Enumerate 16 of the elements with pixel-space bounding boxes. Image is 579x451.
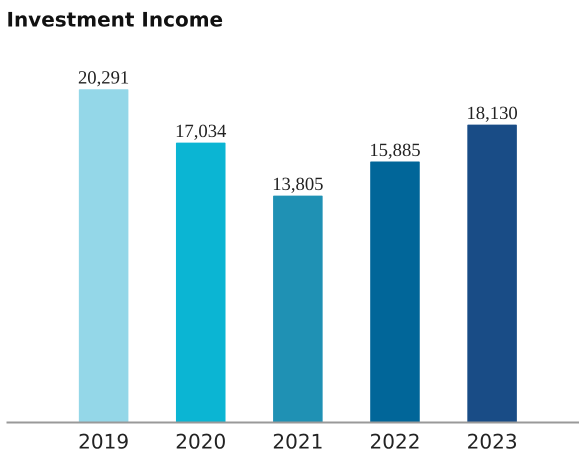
x-tick-label: 2023 xyxy=(466,430,518,451)
data-label: 15,885 xyxy=(369,140,421,161)
bar xyxy=(273,196,323,422)
data-label: 18,130 xyxy=(466,103,518,124)
bar xyxy=(176,142,226,422)
data-label: 17,034 xyxy=(175,121,228,142)
x-tick-label: 2021 xyxy=(272,430,324,451)
bar xyxy=(467,124,517,422)
data-label: 20,291 xyxy=(78,68,130,89)
data-label: 13,805 xyxy=(272,174,324,196)
x-tick-label: 2020 xyxy=(175,430,226,451)
x-tick-label: 2019 xyxy=(78,430,130,451)
chart-title: Investment Income xyxy=(6,8,224,32)
bar xyxy=(78,89,128,422)
bar xyxy=(370,161,420,422)
x-tick-label: 2022 xyxy=(370,430,420,451)
